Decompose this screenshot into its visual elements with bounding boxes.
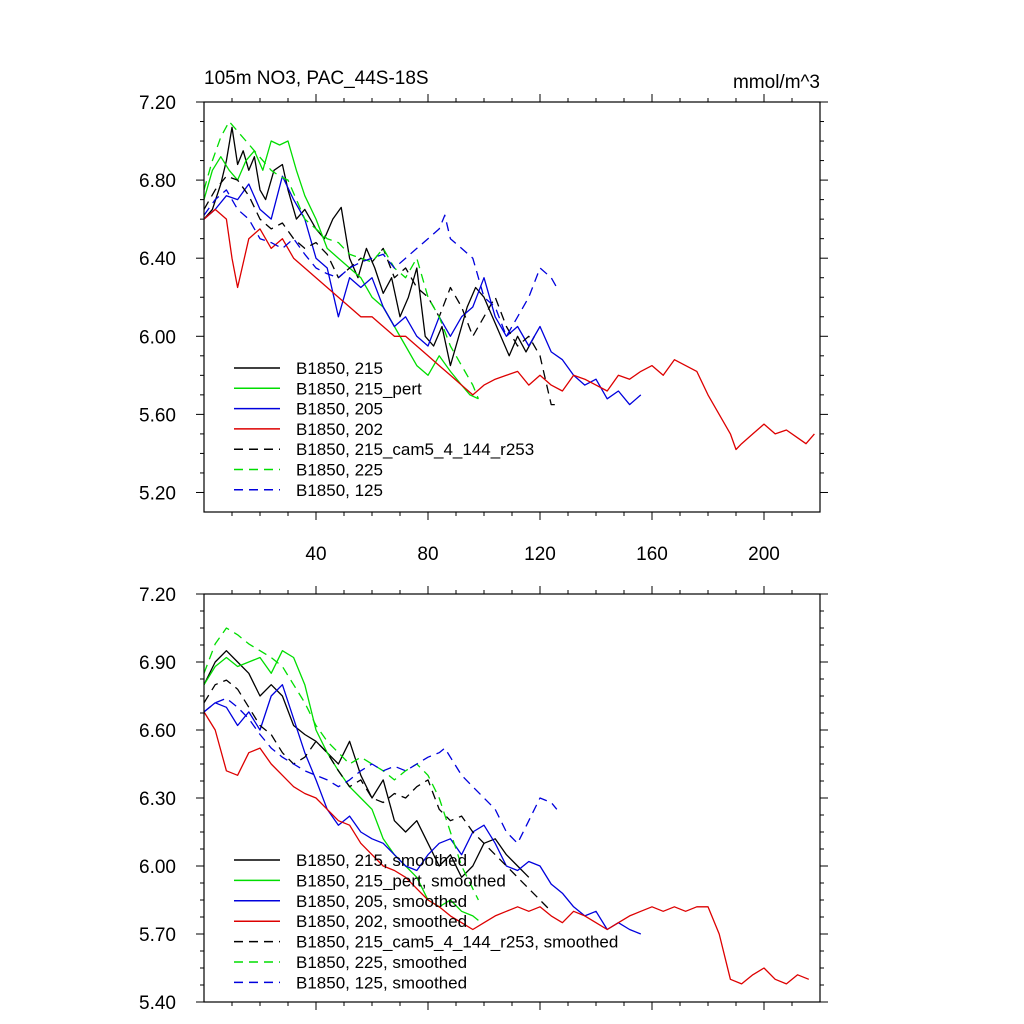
- legend-label: B1850, 215_cam5_4_144_r253: [296, 440, 534, 459]
- legend-label: B1850, 215_pert, smoothed: [296, 871, 506, 890]
- y-tick-label: 5.40: [139, 993, 176, 1014]
- y-tick-label: 7.20: [139, 93, 176, 114]
- y-tick-label: 6.60: [139, 721, 176, 742]
- legend-label: B1850, 225: [296, 461, 383, 480]
- y-tick-label: 6.30: [139, 789, 176, 810]
- top-panel-ticks: 7.20 6.80 6.40 6.00 5.60 5.20 40 80 120 160 200: [139, 93, 828, 565]
- y-tick-label: 5.60: [139, 405, 176, 426]
- series-line-0-4: [203, 175, 557, 406]
- top-panel: 105m NO3, PAC_44S-18S mmol/m^3 7.20 6.80 6…: [139, 68, 828, 565]
- y-tick-label: 6.80: [139, 171, 176, 192]
- y-tick-label: 6.40: [139, 249, 176, 270]
- legend-label: B1850, 205: [296, 400, 383, 419]
- x-tick-label: 40: [305, 544, 326, 565]
- series-line-0-5: [203, 120, 480, 400]
- top-panel-title: 105m NO3, PAC_44S-18S: [204, 68, 429, 89]
- x-tick-label: 120: [524, 544, 556, 565]
- series-line-0-6: [203, 189, 558, 337]
- legend-label: B1850, 215, smoothed: [296, 851, 467, 870]
- legend-label: B1850, 205, smoothed: [296, 892, 467, 911]
- series-line-0-0: [203, 126, 535, 367]
- legend-label: B1850, 215: [296, 359, 383, 378]
- y-tick-label: 5.70: [139, 925, 176, 946]
- series-line-1-3: [203, 711, 810, 985]
- y-tick-label: 6.00: [139, 857, 176, 878]
- series-line-0-2: [203, 175, 642, 406]
- series-line-1-4: [203, 679, 552, 912]
- bottom-panel: 7.20 6.90 6.60 6.30 6.00 5.70 5.40 B1850, 215,…: [139, 585, 828, 1014]
- legend-label: B1850, 215_cam5_4_144_r253, smoothed: [296, 933, 618, 952]
- top-panel-units: mmol/m^3: [733, 72, 820, 93]
- legend-label: B1850, 125: [296, 481, 383, 500]
- legend-label: B1850, 125, smoothed: [296, 973, 467, 992]
- series-line-1-5: [203, 627, 479, 901]
- x-tick-label: 80: [417, 544, 438, 565]
- top-panel-series: [203, 120, 815, 451]
- x-tick-label: 160: [636, 544, 668, 565]
- x-tick-label: 200: [748, 544, 780, 565]
- y-tick-label: 7.20: [139, 585, 176, 606]
- y-tick-label: 5.20: [139, 483, 176, 504]
- y-tick-label: 6.00: [139, 327, 176, 348]
- series-line-0-3: [203, 208, 815, 451]
- series-line-1-6: [203, 697, 558, 844]
- legend-label: B1850, 215_pert: [296, 379, 422, 398]
- bottom-panel-ticks: 7.20 6.90 6.60 6.30 6.00 5.70 5.40: [139, 585, 828, 1014]
- bottom-panel-series: [203, 627, 810, 985]
- series-line-1-2: [203, 684, 642, 935]
- series-line-1-0: [203, 650, 530, 878]
- series-line-0-1: [203, 140, 479, 400]
- legend-label: B1850, 225, smoothed: [296, 953, 467, 972]
- legend-label: B1850, 202, smoothed: [296, 912, 467, 931]
- legend-label: B1850, 202: [296, 420, 383, 439]
- y-tick-label: 6.90: [139, 653, 176, 674]
